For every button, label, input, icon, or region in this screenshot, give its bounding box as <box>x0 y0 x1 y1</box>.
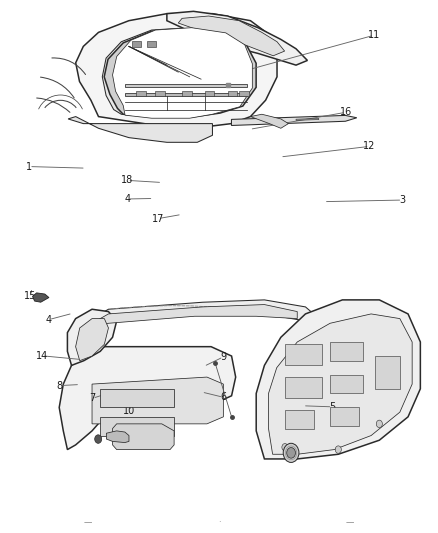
Polygon shape <box>125 84 247 87</box>
Polygon shape <box>106 431 129 442</box>
Circle shape <box>376 420 382 427</box>
Polygon shape <box>155 91 165 96</box>
Text: 10: 10 <box>124 406 136 416</box>
Text: 6: 6 <box>220 392 226 402</box>
Text: 4: 4 <box>124 194 131 204</box>
Polygon shape <box>205 91 214 96</box>
Polygon shape <box>239 91 248 96</box>
Text: 14: 14 <box>36 351 48 361</box>
Polygon shape <box>59 346 236 450</box>
Text: 18: 18 <box>121 175 134 185</box>
Bar <box>330 375 363 393</box>
Polygon shape <box>182 91 191 96</box>
Bar <box>100 389 174 408</box>
Bar <box>100 417 174 435</box>
Polygon shape <box>167 11 307 65</box>
Polygon shape <box>113 28 252 118</box>
Polygon shape <box>68 117 212 142</box>
Polygon shape <box>113 424 174 450</box>
Bar <box>147 41 156 47</box>
Text: 2: 2 <box>152 86 159 96</box>
Polygon shape <box>76 14 277 128</box>
Text: 1: 1 <box>26 161 32 172</box>
Bar <box>375 356 400 389</box>
Bar <box>285 344 322 366</box>
Text: 7: 7 <box>89 393 95 403</box>
Text: 15: 15 <box>24 290 36 301</box>
Text: 11: 11 <box>368 30 380 41</box>
Circle shape <box>283 443 299 463</box>
Bar <box>330 408 359 426</box>
Circle shape <box>287 448 296 458</box>
Text: 9: 9 <box>220 352 226 362</box>
Polygon shape <box>228 91 237 96</box>
Text: 4: 4 <box>46 314 52 325</box>
Text: 17: 17 <box>152 214 164 224</box>
Bar <box>330 342 363 361</box>
Bar <box>285 410 314 429</box>
Polygon shape <box>92 377 223 424</box>
Polygon shape <box>251 114 288 128</box>
Polygon shape <box>104 29 256 117</box>
Circle shape <box>335 446 341 453</box>
Polygon shape <box>102 28 254 117</box>
Text: ·: · <box>218 518 220 527</box>
Text: —: — <box>84 518 92 527</box>
Bar <box>285 377 322 398</box>
Polygon shape <box>256 300 420 459</box>
Polygon shape <box>296 118 319 120</box>
Polygon shape <box>67 309 117 366</box>
Text: 5: 5 <box>329 402 336 412</box>
Polygon shape <box>84 304 297 333</box>
Circle shape <box>95 435 102 443</box>
Polygon shape <box>125 93 247 96</box>
Polygon shape <box>76 319 109 361</box>
Text: —: — <box>346 518 354 527</box>
Text: 3: 3 <box>399 195 406 205</box>
Text: 8: 8 <box>57 381 63 391</box>
Text: 12: 12 <box>364 141 376 151</box>
Polygon shape <box>178 16 285 56</box>
Circle shape <box>282 443 288 451</box>
Polygon shape <box>32 293 49 302</box>
Polygon shape <box>231 116 357 125</box>
Polygon shape <box>137 91 146 96</box>
Polygon shape <box>268 314 412 454</box>
Bar <box>132 41 141 47</box>
Polygon shape <box>71 300 314 335</box>
Text: 16: 16 <box>339 107 352 117</box>
